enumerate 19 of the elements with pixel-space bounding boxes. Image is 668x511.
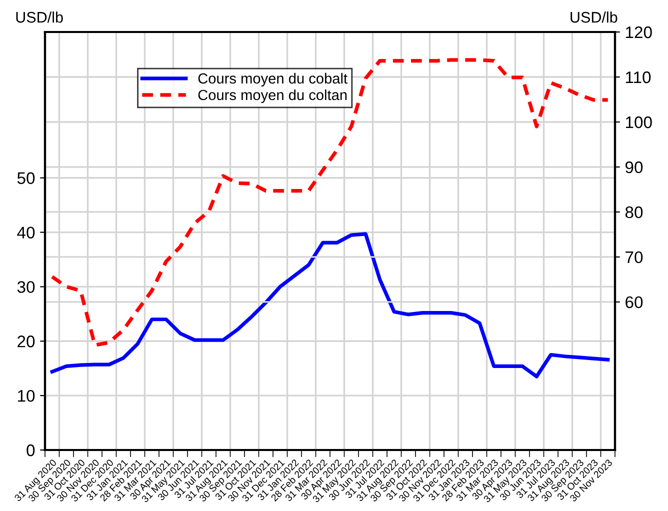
y-tick-label: 40 bbox=[17, 226, 35, 238]
legend-label: Cours moyen du cobalt bbox=[198, 72, 348, 87]
y2-tick-label: 70 bbox=[626, 251, 643, 264]
y2-tick-label: 120 bbox=[626, 26, 652, 38]
y2-tick-label: 60 bbox=[626, 296, 643, 308]
y2-tick-label: 90 bbox=[626, 161, 643, 174]
y-tick-label: 20 bbox=[18, 336, 35, 348]
line-series bbox=[50, 58, 610, 347]
y-tick-label: 0 bbox=[26, 444, 35, 456]
y2-tick-label: 100 bbox=[626, 116, 652, 128]
y2-tick-label: 110 bbox=[626, 71, 651, 84]
y2-tick-label: 80 bbox=[625, 206, 643, 218]
y-axis-title: USD/lb bbox=[16, 11, 63, 23]
y-tick-label: 30 bbox=[17, 281, 35, 293]
y-tick-label: 50 bbox=[17, 172, 35, 184]
line-series bbox=[50, 232, 610, 378]
y-tick-label: 10 bbox=[18, 390, 35, 402]
y2-axis-title: USD/lb bbox=[570, 11, 618, 23]
legend-label: Cours moyen du coltan bbox=[198, 89, 347, 104]
